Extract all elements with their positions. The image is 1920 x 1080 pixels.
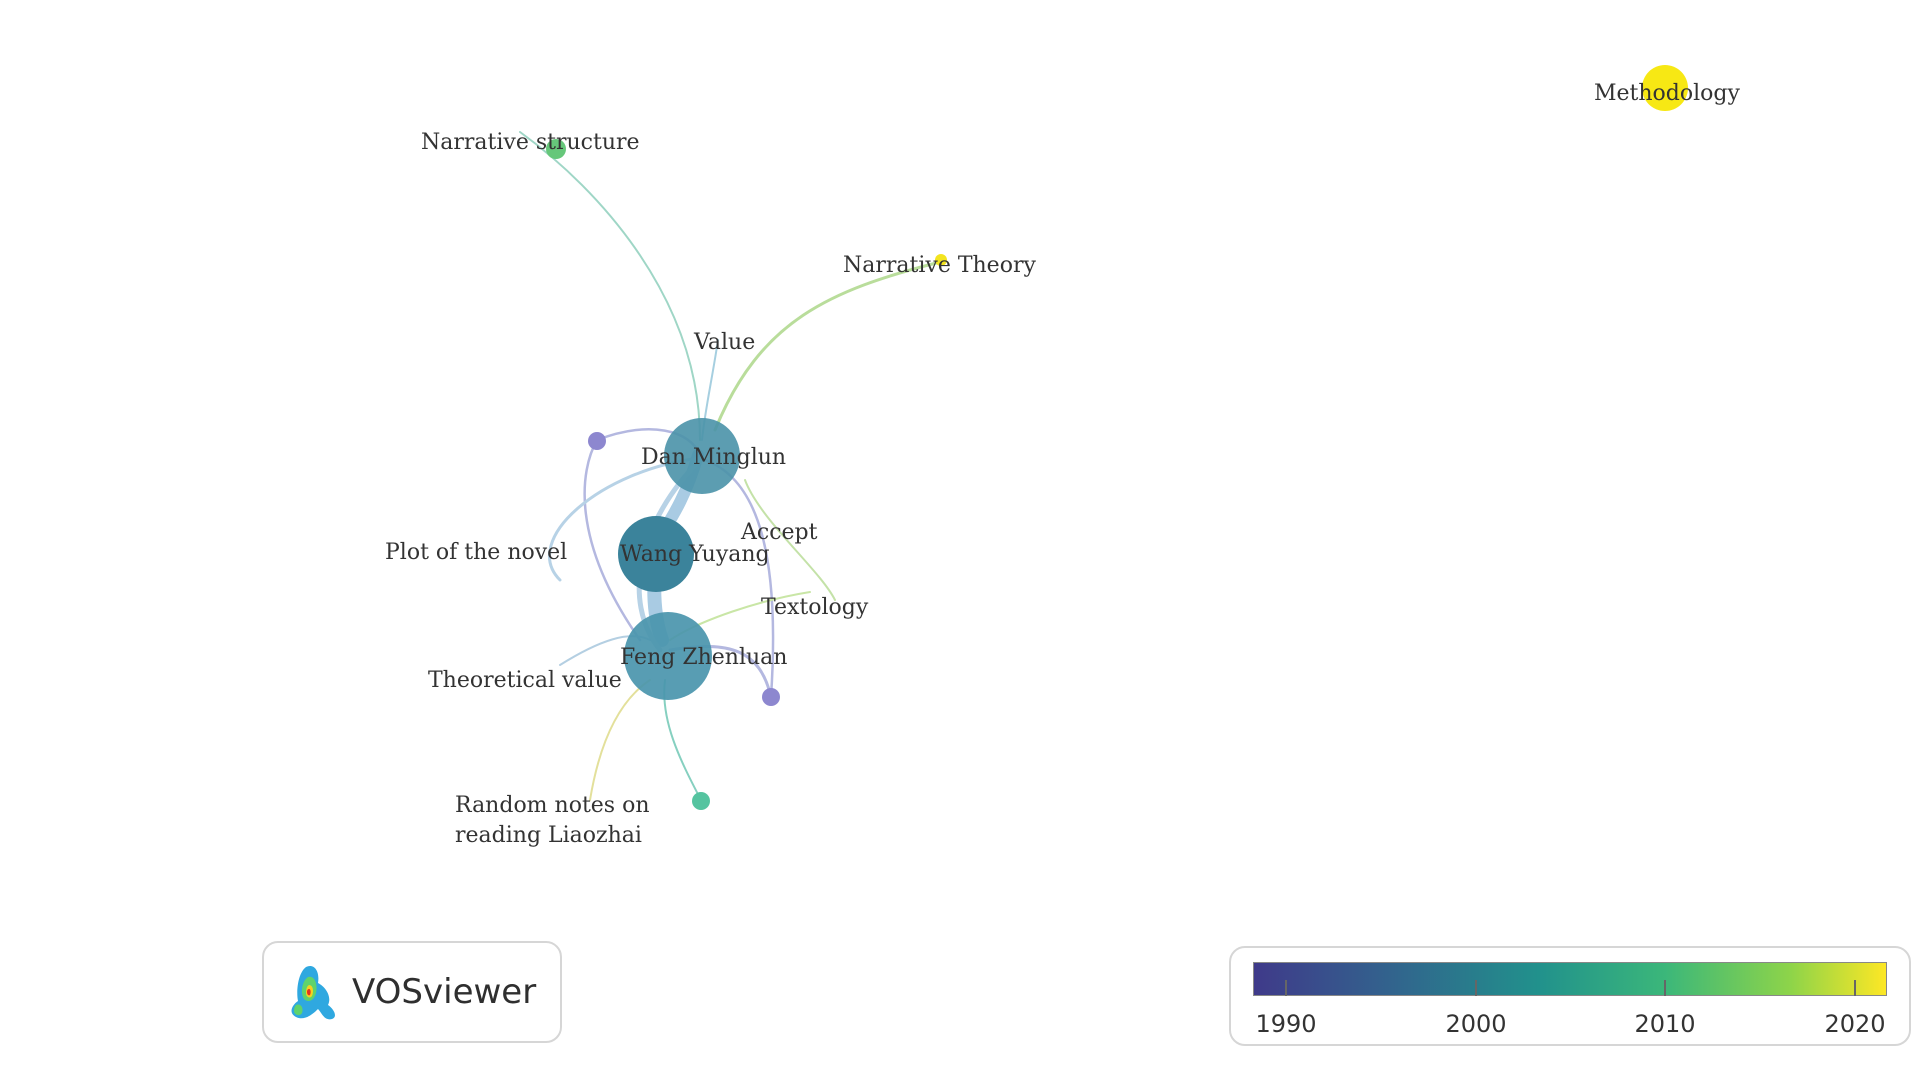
link-accept-dan [744,479,836,601]
node-random-notes[interactable] [692,792,710,810]
node-wang-yuyang[interactable] [618,516,694,592]
label-feng-zhenluan[interactable]: Feng Zhenluan [620,645,787,670]
label-narrative-structure[interactable]: Narrative structure [421,130,640,155]
label-random-notes-line-1[interactable]: Random notes on [455,793,650,818]
node-layer [546,65,1688,810]
tick-1990 [1285,980,1287,996]
label-dan-minglun[interactable]: Dan Minglun [641,445,786,470]
link-narrative-theory-dan [713,260,942,432]
label-random-notes-line-2[interactable]: reading Liaozhai [455,823,642,848]
node-narrative-structure[interactable] [546,139,566,159]
vosviewer-logo-icon [291,965,335,1020]
tick-label-2000: 2000 [1445,1010,1507,1038]
label-theoretical-value[interactable]: Theoretical value [428,668,622,693]
node-dan-minglun[interactable] [664,418,740,494]
label-wang-yuyang[interactable]: Wang Yuyang [620,542,770,567]
node-methodology[interactable] [1642,65,1688,111]
tick-2000 [1475,980,1477,996]
label-value[interactable]: Value [693,330,755,355]
label-plot-of-the-novel[interactable]: Plot of the novel [385,540,567,565]
label-narrative-theory[interactable]: Narrative Theory [843,253,1036,278]
node-narrative-theory[interactable] [935,254,947,266]
vosviewer-logo-text: VOSviewer [352,972,537,1012]
node-plot-of-the-novel[interactable] [588,432,606,450]
node-feng-zhenluan[interactable] [624,612,712,700]
link-dan-loop-left [547,456,702,582]
label-layer: Narrative structure Narrative Theory Met… [385,81,1740,848]
label-accept[interactable]: Accept [740,520,818,545]
label-textology[interactable]: Textology [761,595,869,620]
tick-label-2020: 2020 [1824,1010,1886,1038]
color-legend: 1990 2000 2010 2020 [1229,946,1911,1046]
tick-label-1990: 1990 [1255,1010,1317,1038]
link-plot-dan [583,438,642,642]
tick-2020 [1854,980,1856,996]
link-narrative-structure-dan [519,131,701,441]
tick-2010 [1664,980,1666,996]
color-scale-bar [1253,962,1887,996]
node-theoretical-value[interactable] [762,688,780,706]
vosviewer-logo: VOSviewer [262,941,562,1043]
tick-label-2010: 2010 [1634,1010,1696,1038]
label-methodology[interactable]: Methodology [1594,81,1740,106]
link-random-notes-feng [589,679,651,801]
